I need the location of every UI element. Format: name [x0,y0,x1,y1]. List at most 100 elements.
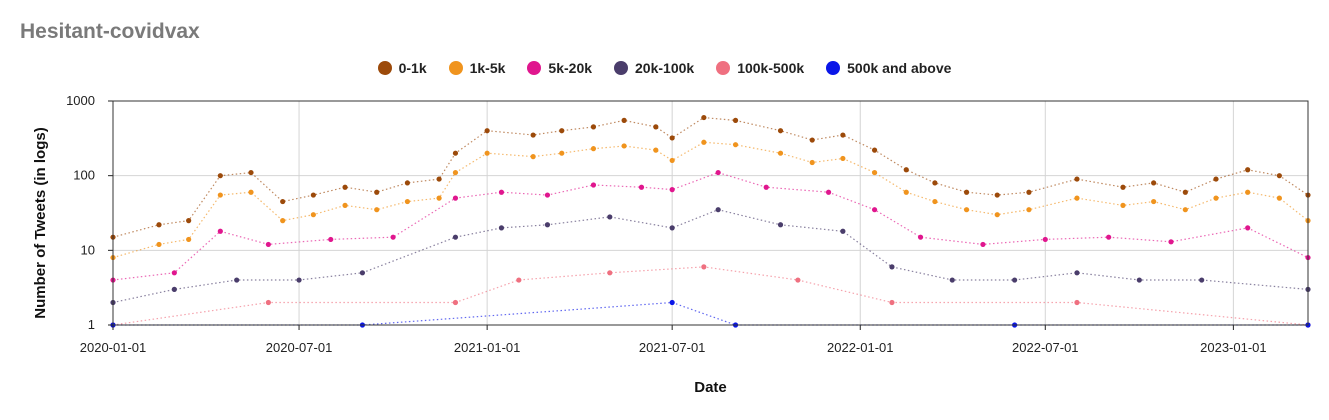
data-point-20k-100k[interactable] [949,277,955,283]
data-point-1k-5k[interactable] [436,195,442,201]
data-point-1k-5k[interactable] [809,159,815,166]
data-point-100k-500k[interactable] [516,277,522,283]
data-point-100k-500k[interactable] [1074,299,1080,306]
data-point-1k-5k[interactable] [701,139,707,145]
data-point-0-1k[interactable] [436,176,442,182]
data-point-1k-5k[interactable] [903,189,909,195]
data-point-5k-20k[interactable] [1168,239,1174,245]
data-point-0-1k[interactable] [621,117,627,123]
data-point-5k-20k[interactable] [452,195,459,201]
data-point-1k-5k[interactable] [404,198,411,205]
data-point-1k-5k[interactable] [559,150,565,156]
data-point-0-1k[interactable] [1120,184,1126,190]
data-point-0-1k[interactable] [484,128,490,134]
data-point-5k-20k[interactable] [715,169,721,176]
data-point-1k-5k[interactable] [452,169,459,176]
data-point-20k-100k[interactable] [359,270,366,276]
data-point-0-1k[interactable] [701,114,707,121]
data-point-0-1k[interactable] [559,128,565,134]
data-point-100k-500k[interactable] [795,277,801,283]
data-point-1k-5k[interactable] [1151,198,1157,205]
data-point-1k-5k[interactable] [732,142,739,148]
data-point-1k-5k[interactable] [621,143,627,149]
data-point-0-1k[interactable] [404,180,411,186]
data-point-1k-5k[interactable] [248,189,254,195]
data-point-1k-5k[interactable] [310,212,316,218]
data-point-1k-5k[interactable] [530,154,536,160]
data-point-1k-5k[interactable] [994,212,1000,218]
data-point-20k-100k[interactable] [544,222,551,228]
data-point-1k-5k[interactable] [1120,202,1126,208]
data-point-0-1k[interactable] [994,192,1000,198]
data-point-0-1k[interactable] [1074,176,1080,182]
data-point-0-1k[interactable] [809,137,815,143]
data-point-5k-20k[interactable] [265,241,271,248]
data-point-20k-100k[interactable] [1136,277,1142,283]
data-point-20k-100k[interactable] [777,222,784,228]
data-point-1k-5k[interactable] [1026,207,1032,213]
data-point-0-1k[interactable] [1245,167,1251,173]
legend-item-0-1k[interactable]: 0-1k [377,60,427,76]
data-point-1k-5k[interactable] [217,192,223,198]
data-point-1k-5k[interactable] [777,150,784,156]
data-point-0-1k[interactable] [1276,173,1282,179]
data-point-1k-5k[interactable] [653,147,659,153]
data-point-5k-20k[interactable] [590,182,597,188]
data-point-0-1k[interactable] [310,192,316,198]
data-point-5k-20k[interactable] [328,236,334,243]
legend-item-5k-20k[interactable]: 5k-20k [527,60,592,76]
data-point-0-1k[interactable] [374,189,380,195]
data-point-0-1k[interactable] [452,150,459,156]
data-point-1k-5k[interactable] [1213,195,1219,201]
data-point-1k-5k[interactable] [1074,195,1080,201]
data-point-20k-100k[interactable] [1012,277,1018,283]
data-point-20k-100k[interactable] [452,234,459,240]
data-point-20k-100k[interactable] [840,228,846,234]
data-point-1k-5k[interactable] [156,241,162,248]
data-point-20k-100k[interactable] [1074,270,1080,276]
data-point-5k-20k[interactable] [825,189,832,195]
data-point-100k-500k[interactable] [889,299,895,306]
legend-item-20k-100k[interactable]: 20k-100k [614,60,694,76]
data-point-5k-20k[interactable] [498,189,505,195]
data-point-5k-20k[interactable] [763,184,769,190]
data-point-0-1k[interactable] [186,218,192,224]
data-point-5k-20k[interactable] [980,241,986,248]
data-point-0-1k[interactable] [669,135,675,141]
data-point-0-1k[interactable] [903,167,909,173]
data-point-1k-5k[interactable] [280,218,286,224]
data-point-20k-100k[interactable] [607,214,613,220]
data-point-5k-20k[interactable] [917,234,924,240]
data-point-5k-20k[interactable] [1245,225,1251,231]
data-point-1k-5k[interactable] [590,146,597,152]
data-point-100k-500k[interactable] [607,270,613,276]
data-point-0-1k[interactable] [1026,189,1032,195]
data-point-5k-20k[interactable] [171,270,177,276]
data-point-20k-100k[interactable] [669,225,675,231]
data-point-0-1k[interactable] [1213,176,1219,182]
data-point-1k-5k[interactable] [1276,195,1282,201]
data-point-20k-100k[interactable] [296,277,302,283]
data-point-1k-5k[interactable] [484,150,490,156]
data-point-1k-5k[interactable] [1182,207,1188,213]
data-point-100k-500k[interactable] [701,264,707,270]
data-point-0-1k[interactable] [1151,180,1157,186]
data-point-0-1k[interactable] [932,180,938,186]
legend-item-100k-500k[interactable]: 100k-500k [716,60,804,76]
data-point-5k-20k[interactable] [638,184,645,190]
data-point-20k-100k[interactable] [1199,277,1205,283]
data-point-0-1k[interactable] [156,222,162,228]
data-point-0-1k[interactable] [653,124,659,130]
data-point-0-1k[interactable] [530,132,536,138]
data-point-0-1k[interactable] [871,147,878,153]
data-point-0-1k[interactable] [840,132,846,138]
data-point-0-1k[interactable] [1182,189,1188,195]
data-point-5k-20k[interactable] [390,234,396,240]
data-point-20k-100k[interactable] [171,286,177,292]
data-point-20k-100k[interactable] [498,225,505,231]
data-point-5k-20k[interactable] [669,187,675,193]
data-point-0-1k[interactable] [342,184,348,190]
data-point-100k-500k[interactable] [265,299,271,306]
data-point-1k-5k[interactable] [374,207,380,213]
data-point-1k-5k[interactable] [186,236,192,243]
